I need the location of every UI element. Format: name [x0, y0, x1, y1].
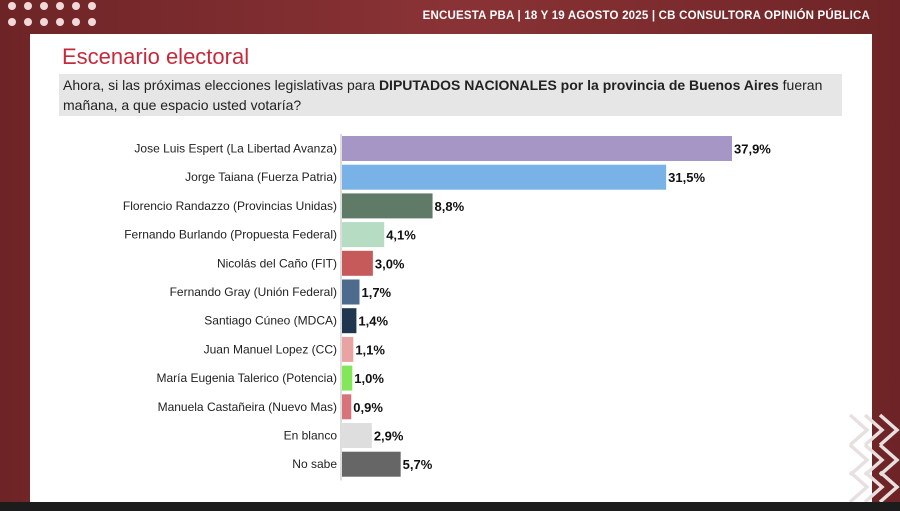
data-label: 5,7% — [403, 457, 433, 472]
bar — [342, 394, 352, 420]
data-label: 0,9% — [353, 400, 383, 415]
bar — [342, 250, 373, 276]
survey-question: Ahora, si las próximas elecciones legisl… — [59, 74, 842, 116]
category-label: Juan Manuel Lopez (CC) — [204, 342, 337, 356]
page-title: Escenario electoral — [62, 44, 250, 69]
data-label: 31,5% — [668, 170, 705, 185]
question-text-start: Ahora, si las próximas elecciones legisl… — [63, 77, 379, 93]
data-label: 2,9% — [374, 429, 404, 444]
category-label: Fernando Gray (Unión Federal) — [170, 285, 337, 299]
bar — [342, 222, 385, 248]
data-label: 1,0% — [354, 371, 384, 386]
data-label: 3,0% — [375, 256, 405, 271]
question-text-end: fueran mañana, a que espacio usted votar… — [63, 77, 823, 113]
bar — [342, 336, 354, 362]
data-label: 1,7% — [361, 285, 391, 300]
category-label: Florencio Randazzo (Provincias Unidas) — [123, 199, 337, 213]
category-label: En blanco — [284, 429, 338, 443]
bottom-bar — [0, 502, 900, 511]
category-label: Fernando Burlando (Propuesta Federal) — [124, 228, 337, 242]
data-label: 8,8% — [435, 199, 465, 214]
category-label: Jose Luis Espert (La Libertad Avanza) — [134, 142, 337, 156]
question-text-bold: DIPUTADOS NACIONALES por la provincia de… — [378, 77, 779, 93]
chevron-decoration-icon — [848, 413, 900, 504]
bar — [342, 423, 372, 448]
category-label: María Eugenia Talerico (Potencia) — [156, 371, 337, 385]
bar — [342, 279, 360, 305]
bar — [342, 365, 353, 391]
category-label: Nicolás del Caño (FIT) — [217, 256, 337, 270]
data-label: 37,9% — [734, 142, 771, 157]
bar — [342, 451, 401, 477]
category-label: Manuela Castañeira (Nuevo Mas) — [158, 400, 337, 414]
category-label: Santiago Cúneo (MDCA) — [204, 314, 337, 328]
bar — [342, 308, 357, 334]
data-label: 1,4% — [358, 314, 388, 329]
data-label: 1,1% — [355, 342, 385, 357]
bar — [342, 136, 732, 161]
bar — [342, 193, 433, 219]
survey-header: ENCUESTA PBA | 18 Y 19 AGOSTO 2025 | CB … — [422, 10, 870, 22]
category-label: No sabe — [292, 457, 337, 471]
data-label: 4,1% — [386, 228, 416, 243]
bar — [342, 164, 667, 190]
category-label: Jorge Taiana (Fuerza Patria) — [185, 170, 337, 184]
